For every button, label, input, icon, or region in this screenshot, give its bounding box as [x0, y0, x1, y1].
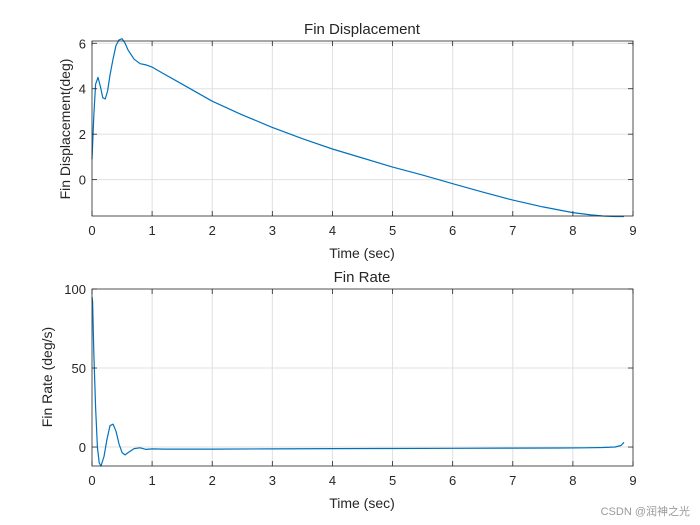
axes-frame: [91, 288, 634, 467]
x-tick-label: 2: [209, 473, 216, 488]
y-tick-label: 4: [79, 82, 86, 97]
x-tick-label: 4: [329, 473, 336, 488]
x-tick-label: 1: [148, 223, 155, 238]
y-tick-label: 6: [79, 36, 86, 51]
x-tick-label: 6: [449, 223, 456, 238]
y-axis-label: Fin Displacement(deg): [57, 59, 73, 200]
series-line: [91, 296, 625, 467]
x-axis-label: Time (sec): [329, 495, 395, 511]
x-tick-label: 0: [88, 223, 95, 238]
y-tick-label: 50: [72, 361, 86, 376]
watermark-text: CSDN @润神之光: [601, 504, 690, 518]
x-tick-label: 0: [88, 473, 95, 488]
y-tick-label: 2: [79, 127, 86, 142]
x-tick-label: 8: [569, 473, 576, 488]
x-tick-label: 6: [449, 473, 456, 488]
y-tick-label: 100: [64, 282, 86, 297]
x-tick-label: 9: [629, 223, 636, 238]
x-tick-label: 7: [509, 223, 516, 238]
plot-area: [92, 41, 633, 216]
series-line: [91, 38, 624, 218]
x-tick-label: 7: [509, 473, 516, 488]
x-tick-label: 8: [569, 223, 576, 238]
x-tick-label: 5: [389, 223, 396, 238]
x-tick-label: 5: [389, 473, 396, 488]
plot-area: [92, 289, 633, 466]
fin-displacement-axes: Fin Displacement Time (sec) Fin Displace…: [57, 21, 637, 261]
y-axis-label: Fin Rate (deg/s): [39, 327, 55, 427]
chart-title: Fin Displacement: [304, 21, 421, 38]
x-tick-label: 2: [209, 223, 216, 238]
x-tick-label: 3: [269, 223, 276, 238]
x-tick-label: 4: [329, 223, 336, 238]
y-tick-label: 0: [79, 440, 86, 455]
y-tick-label: 0: [79, 173, 86, 188]
axes-frame: [91, 40, 634, 217]
x-axis-label: Time (sec): [329, 245, 395, 261]
x-tick-label: 9: [629, 473, 636, 488]
x-tick-label: 1: [148, 473, 155, 488]
fin-rate-axes: Fin Rate Time (sec) Fin Rate (deg/s) 0 1 2…: [39, 269, 637, 511]
x-tick-label: 3: [269, 473, 276, 488]
chart-title: Fin Rate: [334, 269, 391, 286]
